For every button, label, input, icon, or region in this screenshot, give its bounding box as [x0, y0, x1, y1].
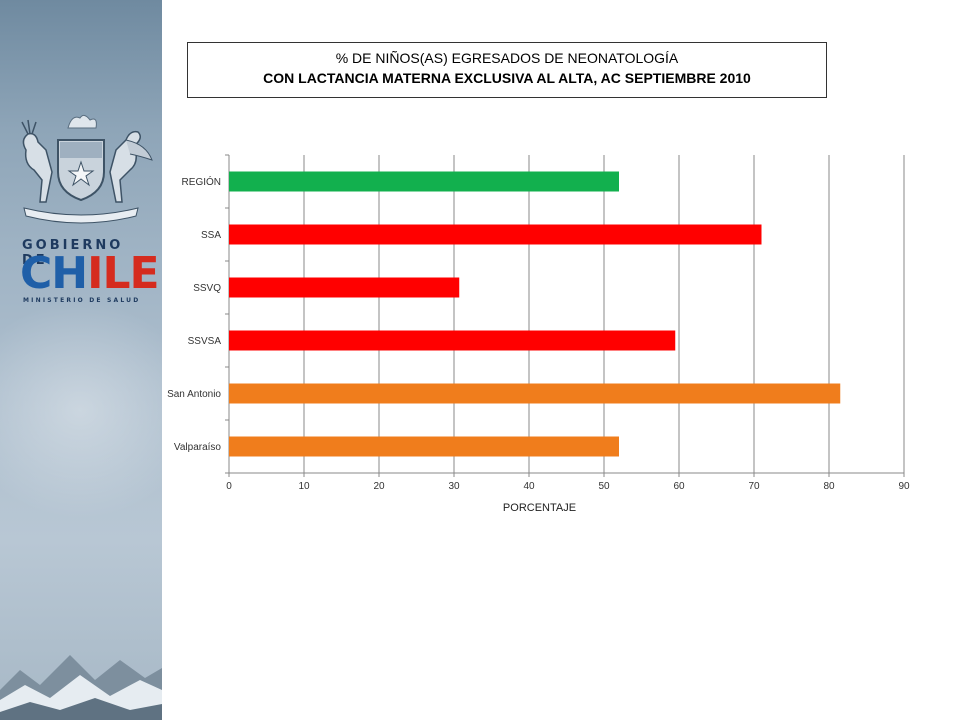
gobierno-text: GOBIERNO DE — [22, 238, 124, 268]
ministerio-text: MINISTERIO DE SALUD — [23, 297, 141, 304]
y-tick-label: SSA — [201, 230, 221, 241]
bar — [229, 383, 841, 404]
x-tick-label: 10 — [298, 481, 310, 492]
x-tick-label: 50 — [598, 481, 610, 492]
y-tick-label: SSVQ — [193, 283, 221, 294]
x-tick-label: 90 — [898, 481, 910, 492]
y-tick-label: Valparaíso — [174, 442, 222, 453]
x-tick-label: 30 — [448, 481, 460, 492]
chile-coat-of-arms-icon — [21, 114, 153, 224]
chart-title-line1: % DE NIÑOS(AS) EGRESADOS DE NEONATOLOGÍA — [335, 50, 679, 66]
x-tick-label: 80 — [823, 481, 835, 492]
chile-logo-text: CHILE — [20, 248, 160, 299]
bar — [229, 277, 460, 298]
sidebar-branding: GOBIERNO DE CHILE MINISTERIO DE SALUD — [0, 0, 162, 720]
x-axis-title: PORCENTAJE — [503, 502, 576, 514]
bar — [229, 436, 619, 457]
y-tick-label: REGIÓN — [182, 175, 221, 188]
mist-decoration — [0, 300, 162, 520]
chile-logo-part-red: ILE — [87, 248, 159, 299]
mountains-decoration — [0, 655, 162, 720]
bar — [229, 224, 762, 245]
chile-logo-part-blue: CH — [20, 248, 88, 299]
x-tick-label: 0 — [226, 481, 232, 492]
y-tick-label: SSVSA — [188, 336, 222, 347]
y-tick-label: San Antonio — [167, 389, 221, 400]
chart-title-line2: CON LACTANCIA MATERNA EXCLUSIVA AL ALTA,… — [263, 70, 751, 86]
x-tick-label: 70 — [748, 481, 760, 492]
chart-title-box: % DE NIÑOS(AS) EGRESADOS DE NEONATOLOGÍA… — [187, 42, 827, 98]
bar — [229, 171, 619, 192]
bar — [229, 330, 676, 351]
x-tick-label: 20 — [373, 481, 385, 492]
x-tick-label: 40 — [523, 481, 535, 492]
x-tick-label: 60 — [673, 481, 685, 492]
